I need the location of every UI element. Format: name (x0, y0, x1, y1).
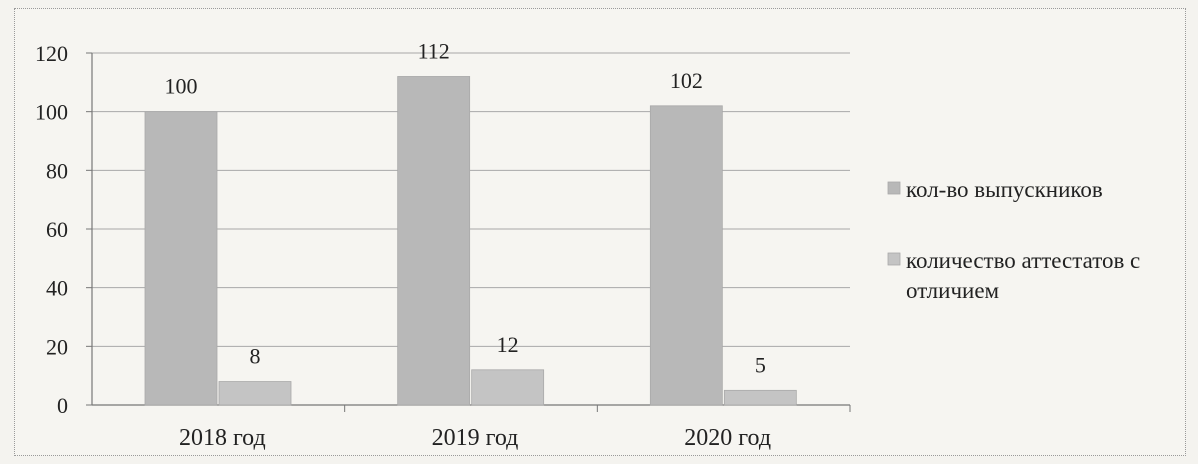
x-category-label: 2018 год (179, 425, 266, 451)
legend-swatch (887, 181, 901, 195)
bar-honors-0 (218, 381, 292, 406)
legend-label: отличием (906, 278, 1000, 303)
bar-graduates-1 (397, 76, 471, 406)
bar-graduates-0 (144, 111, 218, 406)
data-label: 12 (497, 332, 519, 357)
legend-swatch (887, 252, 901, 266)
data-label: 112 (418, 38, 450, 63)
y-tick-label: 100 (35, 100, 68, 125)
data-label: 8 (250, 344, 261, 369)
x-category-label: 2020 год (684, 425, 771, 451)
data-label: 100 (165, 74, 198, 99)
y-tick-label: 80 (46, 158, 68, 183)
x-category-label: 2019 год (432, 425, 519, 451)
y-tick-label: 20 (46, 334, 68, 359)
bar-graduates-2 (649, 105, 723, 406)
legend-label: количество аттестатов с (906, 248, 1140, 273)
legend-label: кол-во выпускников (906, 177, 1103, 202)
y-tick-label: 120 (35, 41, 68, 66)
y-tick-label: 0 (57, 393, 68, 418)
bar-honors-1 (471, 369, 545, 406)
data-label: 5 (755, 352, 766, 377)
data-label: 102 (670, 68, 703, 93)
y-tick-label: 60 (46, 217, 68, 242)
y-tick-label: 40 (46, 276, 68, 301)
bar-honors-2 (723, 389, 797, 406)
